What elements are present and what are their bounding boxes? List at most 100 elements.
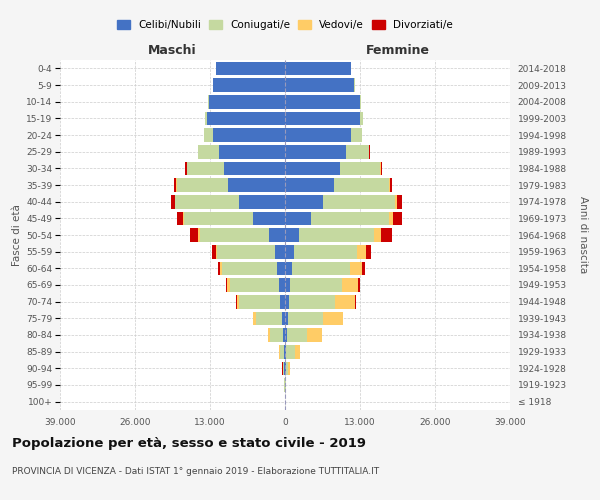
Bar <box>285 378 286 392</box>
Bar <box>285 362 290 375</box>
Bar <box>174 178 285 192</box>
Bar <box>280 345 285 358</box>
Bar <box>285 262 362 275</box>
Bar <box>175 195 285 208</box>
Bar <box>213 78 285 92</box>
Bar <box>285 195 397 208</box>
Y-axis label: Anni di nascita: Anni di nascita <box>578 196 588 274</box>
Bar <box>285 228 382 242</box>
Bar <box>218 262 285 275</box>
Bar <box>285 278 360 292</box>
Text: Popolazione per età, sesso e stato civile - 2019: Popolazione per età, sesso e stato civil… <box>12 438 366 450</box>
Bar <box>285 212 402 225</box>
Bar <box>217 245 285 258</box>
Bar <box>285 262 365 275</box>
Bar <box>285 312 343 325</box>
Bar <box>215 62 285 75</box>
Bar <box>239 195 285 208</box>
Bar <box>204 128 285 142</box>
Bar <box>285 378 286 392</box>
Bar <box>285 378 286 392</box>
Bar <box>285 178 389 192</box>
Bar <box>205 112 285 125</box>
Legend: Celibi/Nubili, Coniugati/e, Vedovi/e, Divorziati/e: Celibi/Nubili, Coniugati/e, Vedovi/e, Di… <box>117 20 453 30</box>
Bar <box>281 312 285 325</box>
Bar <box>285 112 360 125</box>
Bar <box>212 245 285 258</box>
Bar <box>285 112 363 125</box>
Bar <box>239 295 285 308</box>
Bar <box>285 195 323 208</box>
Bar <box>285 345 286 358</box>
Bar <box>216 62 285 75</box>
Bar <box>198 145 285 158</box>
Bar <box>285 278 290 292</box>
Bar <box>285 295 355 308</box>
Bar <box>207 112 285 125</box>
Bar <box>285 328 287 342</box>
Bar <box>200 228 285 242</box>
Bar <box>285 295 335 308</box>
Bar <box>285 78 355 92</box>
Bar <box>285 162 381 175</box>
Bar <box>185 162 285 175</box>
Bar <box>285 212 389 225</box>
Bar <box>285 312 343 325</box>
Bar <box>285 178 390 192</box>
Bar <box>277 262 285 275</box>
Bar <box>212 78 285 92</box>
Bar <box>285 162 380 175</box>
Bar <box>285 345 300 358</box>
Bar <box>285 178 392 192</box>
Bar <box>176 178 285 192</box>
Text: Femmine: Femmine <box>365 44 430 57</box>
Bar <box>285 278 342 292</box>
Bar <box>285 228 374 242</box>
Bar <box>285 78 355 92</box>
Bar <box>236 295 285 308</box>
Bar <box>285 62 352 75</box>
Bar <box>285 328 322 342</box>
Bar <box>269 228 285 242</box>
Bar <box>285 295 289 308</box>
Bar <box>285 128 352 142</box>
Bar <box>285 245 371 258</box>
Bar <box>285 328 307 342</box>
Bar <box>199 228 285 242</box>
Bar <box>178 212 285 225</box>
Bar <box>275 245 285 258</box>
Bar <box>190 228 285 242</box>
Bar <box>285 128 362 142</box>
Bar <box>285 162 340 175</box>
Bar <box>285 145 368 158</box>
Bar <box>284 345 285 358</box>
Bar <box>205 112 285 125</box>
Bar <box>205 112 285 125</box>
Bar <box>285 128 362 142</box>
Bar <box>284 378 285 392</box>
Text: Maschi: Maschi <box>148 44 197 57</box>
Bar <box>285 245 366 258</box>
Bar <box>208 95 285 108</box>
Bar <box>285 328 322 342</box>
Bar <box>285 245 357 258</box>
Bar <box>285 78 354 92</box>
Bar <box>222 262 285 275</box>
Bar <box>183 212 285 225</box>
Bar <box>285 95 361 108</box>
Y-axis label: Fasce di età: Fasce di età <box>12 204 22 266</box>
Bar <box>253 212 285 225</box>
Bar <box>285 195 395 208</box>
Bar <box>212 78 285 92</box>
Bar <box>285 78 355 92</box>
Bar <box>218 145 285 158</box>
Bar <box>187 162 285 175</box>
Bar <box>220 262 285 275</box>
Bar <box>285 312 288 325</box>
Bar <box>230 278 285 292</box>
Bar <box>208 95 285 108</box>
Bar <box>229 178 285 192</box>
Bar <box>285 362 290 375</box>
Bar <box>285 228 392 242</box>
Bar <box>253 312 285 325</box>
